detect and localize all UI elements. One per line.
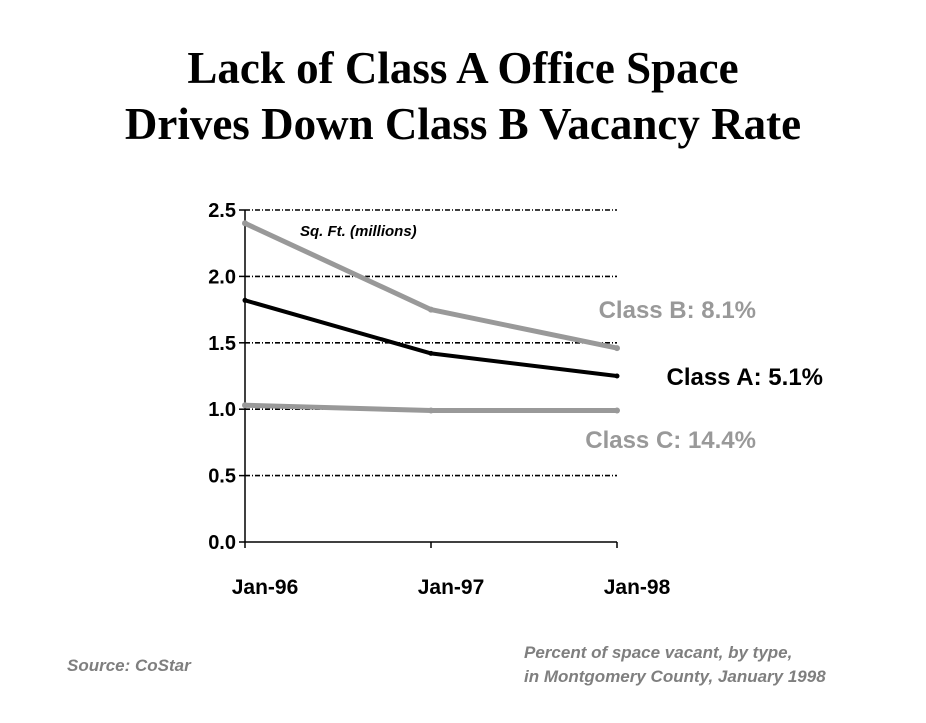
y-tick-label: 1.5 [208, 333, 236, 355]
series-label-3: Class C: 14.4% [585, 427, 756, 454]
series-label-2: Class A: 5.1% [666, 364, 823, 391]
data-point [428, 306, 434, 313]
data-point [428, 407, 434, 414]
data-point [242, 402, 248, 409]
y-tick-label: 0.0 [208, 532, 236, 554]
data-point [242, 220, 248, 227]
caption-note: Percent of space vacant, by type, in Mon… [524, 641, 826, 689]
title-line-1: Lack of Class A Office Space [187, 43, 739, 93]
series-line-1 [242, 220, 620, 351]
data-point [614, 373, 620, 379]
title-line-2: Drives Down Class B Vacancy Rate [124, 99, 802, 149]
x-tick-label: Jan-98 [604, 576, 671, 599]
x-tick-label: Jan-96 [232, 576, 299, 599]
data-point [614, 345, 620, 352]
data-point [242, 297, 248, 303]
series-lines: Class B: 8.1% Class A: 5.1% Class C: 14.4% [242, 220, 823, 454]
y-tick-label: 2.0 [208, 266, 236, 288]
y-tick-label: 2.5 [208, 200, 236, 222]
data-point [428, 350, 434, 356]
series-label-1: Class B: 8.1% [599, 297, 756, 324]
y-tick-label: 0.5 [208, 466, 236, 488]
chart-title: Lack of Class A Office Space Drives Down… [0, 40, 926, 152]
y-axis-label: Sq. Ft. (millions) [300, 223, 417, 240]
y-tick-label: 1.0 [208, 399, 236, 421]
source-note: Source: CoStar [67, 656, 191, 675]
caption-line-2: in Montgomery County, January 1998 [524, 667, 826, 686]
data-point [614, 407, 620, 414]
axes: 0.0 0.5 1.0 1.5 2.0 2.5 Jan-96 Jan-97 Jan-98 [208, 200, 670, 599]
x-tick-label: Jan-97 [418, 576, 485, 599]
caption-line-1: Percent of space vacant, by type, [524, 643, 793, 662]
